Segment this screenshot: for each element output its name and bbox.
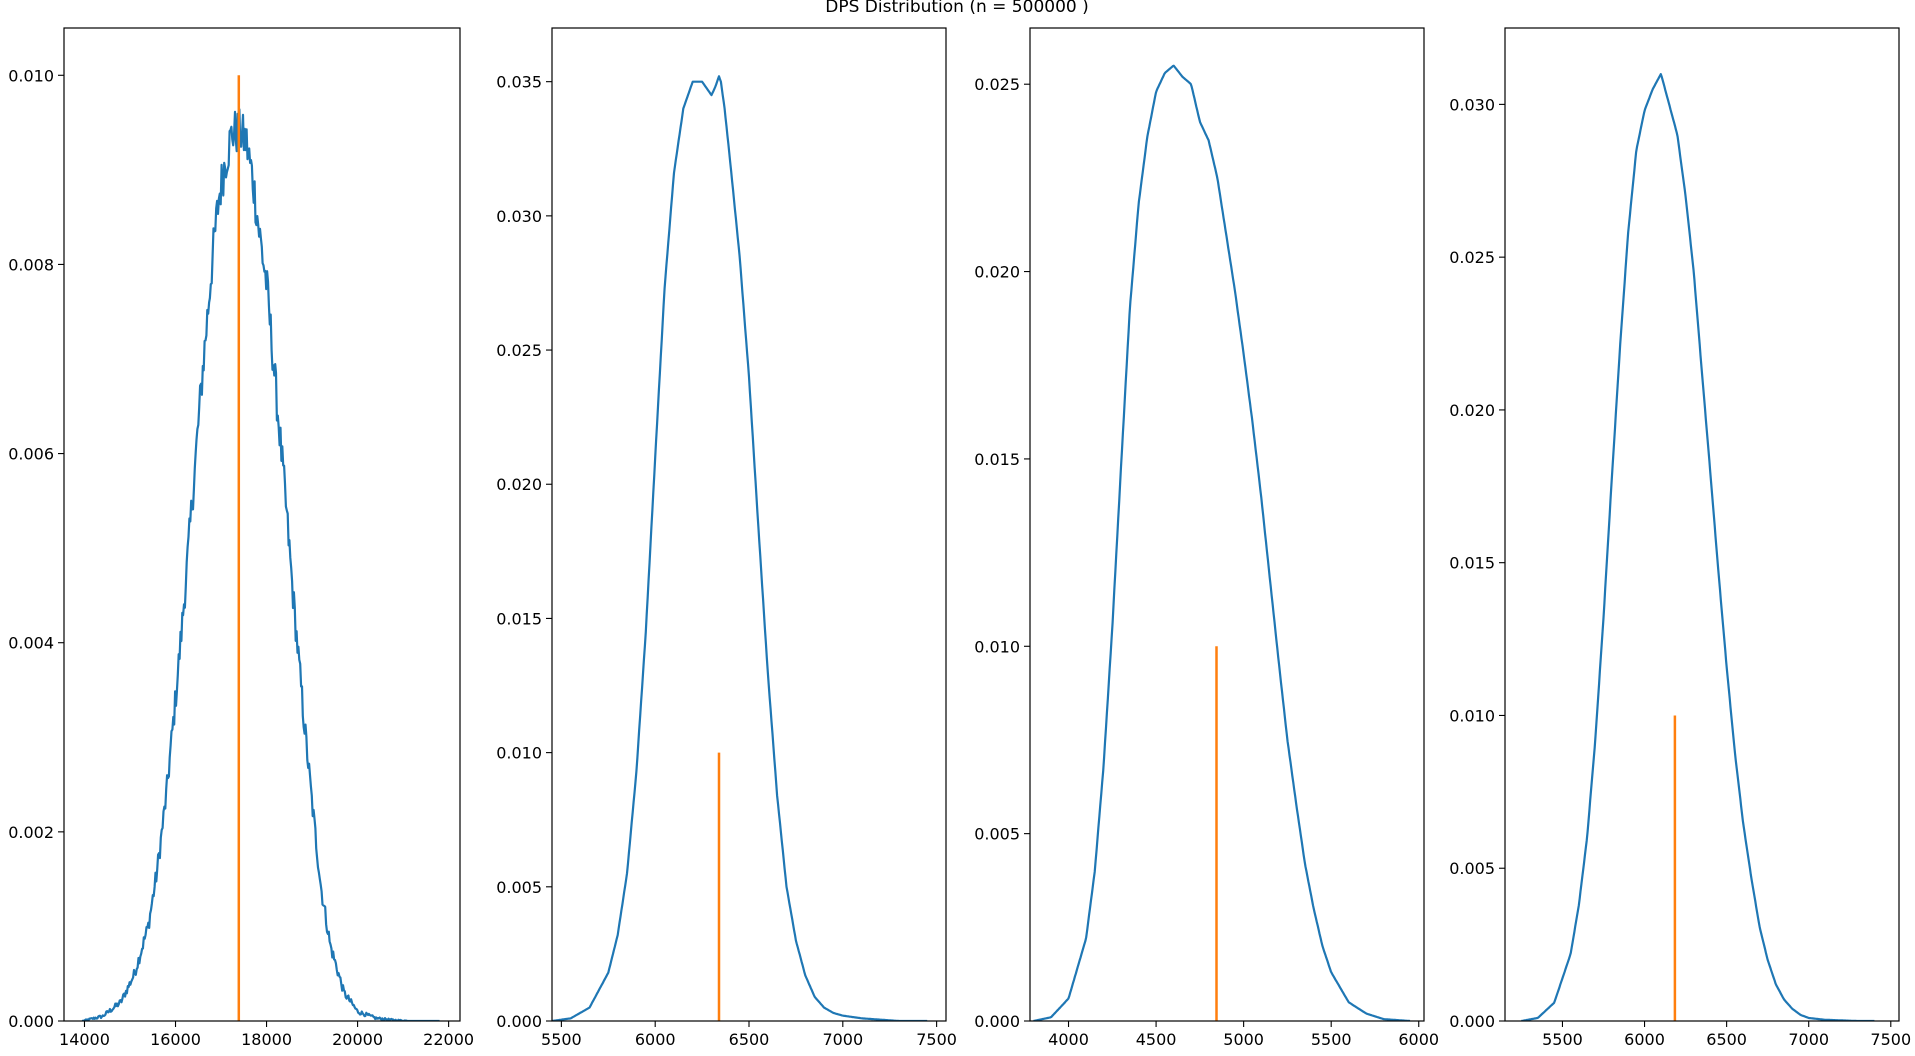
density-curve-4 [1521, 72, 1875, 1021]
y-tick-label: 0.000 [496, 1012, 542, 1031]
y-tick-label: 0.030 [496, 207, 542, 226]
axes-frame [551, 27, 947, 1022]
y-tick-label: 0.005 [1449, 859, 1495, 878]
x-tick-label: 6000 [1398, 1030, 1439, 1049]
y-tick-label: 0.005 [974, 825, 1020, 844]
x-tick-label: 7500 [1870, 1030, 1911, 1049]
x-tick-label: 7500 [916, 1030, 957, 1049]
x-tick-label: 5000 [1223, 1030, 1264, 1049]
x-tick-label: 16000 [150, 1030, 201, 1049]
y-tick-label: 0.010 [974, 637, 1020, 656]
y-tick-label: 0.010 [1449, 706, 1495, 725]
x-tick-label: 5500 [541, 1030, 582, 1049]
y-tick-label: 0.025 [1449, 248, 1495, 267]
y-tick-label: 0.025 [496, 341, 542, 360]
x-tick-label: 5500 [1311, 1030, 1352, 1049]
y-tick-label: 0.000 [1449, 1012, 1495, 1031]
x-tick-label: 22000 [423, 1030, 474, 1049]
y-tick-label: 0.010 [8, 66, 54, 85]
x-tick-label: 14000 [59, 1030, 110, 1049]
y-tick-label: 0.000 [974, 1012, 1020, 1031]
x-tick-label: 6500 [1706, 1030, 1747, 1049]
y-tick-label: 0.008 [8, 255, 54, 274]
y-tick-label: 0.020 [1449, 401, 1495, 420]
y-tick-label: 0.000 [8, 1012, 54, 1031]
x-tick-label: 18000 [241, 1030, 292, 1049]
x-tick-label: 6000 [635, 1030, 676, 1049]
y-tick-label: 0.005 [496, 878, 542, 897]
axes-frame [63, 27, 461, 1022]
subplot-1: 14000 16000 18000 20000 22000 0.000 0.002 0.004… [8, 27, 474, 1049]
figure-suptitle: DPS Distribution (n = 500000 ) [825, 0, 1089, 17]
y-tick-label: 0.025 [974, 75, 1020, 94]
y-tick-label: 0.002 [8, 823, 54, 842]
y-tick-label: 0.020 [974, 263, 1020, 282]
y-tick-label: 0.020 [496, 475, 542, 494]
subplot-2: 5500 6000 6500 7000 7500 0.000 0.005 0.010 0.015… [496, 27, 957, 1049]
y-tick-label: 0.035 [496, 73, 542, 92]
density-curve-1 [81, 108, 440, 1021]
y-tick-label: 0.015 [974, 450, 1020, 469]
x-tick-label: 7000 [822, 1030, 863, 1049]
x-tick-label: 4000 [1048, 1030, 1089, 1049]
x-tick-label: 20000 [332, 1030, 383, 1049]
y-tick-label: 0.006 [8, 445, 54, 464]
axes-frame [1504, 27, 1900, 1022]
x-tick-label: 6500 [729, 1030, 770, 1049]
y-tick-label: 0.010 [496, 744, 542, 763]
y-tick-label: 0.015 [1449, 554, 1495, 573]
axes-frame [1029, 27, 1425, 1022]
y-tick-label: 0.004 [8, 634, 54, 653]
x-tick-label: 4500 [1136, 1030, 1177, 1049]
subplot-3: 4000 4500 5000 5500 6000 0.000 0.005 0.010 0.015… [974, 27, 1439, 1049]
density-curve-3 [1033, 64, 1411, 1021]
x-tick-label: 6000 [1624, 1030, 1665, 1049]
y-tick-label: 0.030 [1449, 95, 1495, 114]
density-curve-2 [552, 75, 928, 1021]
x-tick-label: 5500 [1542, 1030, 1583, 1049]
subplot-4: 5500 6000 6500 7000 7500 0.000 0.005 0.010 0.015… [1449, 27, 1911, 1049]
x-tick-label: 7000 [1788, 1030, 1829, 1049]
y-tick-label: 0.015 [496, 609, 542, 628]
